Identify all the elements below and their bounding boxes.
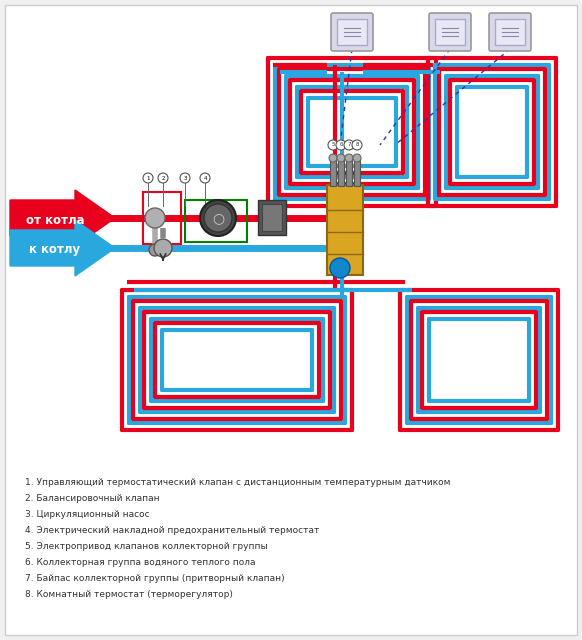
Circle shape — [337, 154, 345, 162]
Text: ○: ○ — [212, 211, 224, 225]
Circle shape — [145, 208, 165, 228]
Circle shape — [154, 239, 172, 257]
Bar — [435, 19, 465, 45]
Text: 7. Байпас коллекторной группы (притворный клапан): 7. Байпас коллекторной группы (притворны… — [25, 574, 285, 583]
Bar — [495, 19, 525, 45]
Circle shape — [345, 154, 353, 162]
Circle shape — [204, 204, 232, 232]
Circle shape — [353, 154, 361, 162]
Circle shape — [200, 173, 210, 183]
Bar — [262, 204, 282, 231]
Bar — [337, 19, 367, 45]
Polygon shape — [10, 220, 115, 276]
Circle shape — [158, 173, 168, 183]
FancyBboxPatch shape — [331, 13, 373, 51]
Text: 6. Коллекторная группа водяного теплого пола: 6. Коллекторная группа водяного теплого … — [25, 558, 255, 567]
Text: 7: 7 — [347, 143, 351, 147]
Circle shape — [328, 140, 338, 150]
Bar — [327, 185, 363, 275]
Circle shape — [330, 258, 350, 278]
Text: 8. Комнатный термостат (терморегулятор): 8. Комнатный термостат (терморегулятор) — [25, 590, 233, 599]
Circle shape — [352, 140, 362, 150]
Text: 2: 2 — [161, 175, 165, 180]
Polygon shape — [10, 190, 115, 246]
Text: 6: 6 — [339, 143, 343, 147]
Bar — [346, 158, 352, 186]
Text: 3: 3 — [183, 175, 187, 180]
Text: 1: 1 — [146, 175, 150, 180]
Circle shape — [143, 173, 153, 183]
Text: 4: 4 — [203, 175, 207, 180]
Text: 2. Балансировочный клапан: 2. Балансировочный клапан — [25, 494, 159, 503]
Text: 5. Электропривод клапанов коллекторной группы: 5. Электропривод клапанов коллекторной г… — [25, 542, 268, 551]
Circle shape — [180, 173, 190, 183]
FancyBboxPatch shape — [429, 13, 471, 51]
Bar — [185, 200, 247, 242]
Bar — [354, 158, 360, 186]
Circle shape — [336, 140, 346, 150]
Text: 8: 8 — [355, 143, 359, 147]
FancyBboxPatch shape — [489, 13, 531, 51]
Circle shape — [149, 244, 161, 256]
Bar — [258, 200, 286, 235]
Text: к котлу: к котлу — [30, 243, 80, 257]
Text: от котла: от котла — [26, 214, 84, 227]
Bar — [338, 158, 344, 186]
Text: 4. Электрический накладной предохранительный термостат: 4. Электрический накладной предохранител… — [25, 526, 320, 535]
Text: 5: 5 — [331, 143, 335, 147]
Text: 1. Управляющий термостатический клапан с дистанционным температурным датчиком: 1. Управляющий термостатический клапан с… — [25, 478, 450, 487]
Text: 3. Циркуляционный насос: 3. Циркуляционный насос — [25, 510, 150, 519]
Circle shape — [200, 200, 236, 236]
Circle shape — [329, 154, 337, 162]
Circle shape — [344, 140, 354, 150]
Bar — [330, 158, 336, 186]
Bar — [143, 192, 181, 244]
